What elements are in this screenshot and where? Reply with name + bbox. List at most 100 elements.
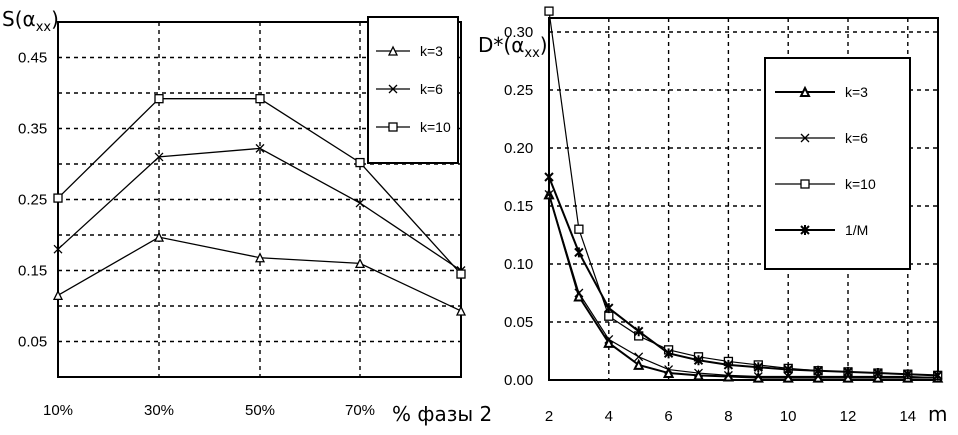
data-point [722,370,735,382]
legend-label: k=6 [420,81,443,97]
x-tick-label: 2 [545,408,553,425]
legend-label: k=6 [845,130,868,146]
data-point [752,371,764,383]
x-tick-label: 70% [345,402,375,419]
y-tick-label: 0.10 [504,256,533,273]
chart-right-y-label: D*(αxx) [478,33,548,61]
series-1/M [544,172,943,381]
data-point [254,252,266,263]
data-point [753,372,763,381]
chart-right-legend: k=3 k=6 k=10 1/M [775,84,876,238]
data-point [604,303,614,314]
data-point [53,244,63,254]
x-tick-label: 10 [780,408,797,425]
data-point [455,305,467,316]
data-point [574,224,584,234]
data-point [633,358,645,370]
y-tick-label: 0.35 [18,121,47,138]
x-tick-label: 50% [245,402,275,419]
data-point [633,326,644,337]
legend-label: k=3 [845,84,868,100]
data-point [153,231,165,242]
data-point [783,372,793,381]
legend-item-k=10: k=10 [775,176,876,192]
data-point [873,368,883,379]
legend-marker [388,84,398,94]
legend-label: k=10 [420,119,451,135]
data-point [782,371,794,383]
data-point [154,94,164,104]
y-tick-label: 0.30 [504,24,533,41]
y-tick-label: 0.25 [18,192,47,209]
legend-item-k=6: k=6 [376,81,443,97]
chart-left-grid [58,22,461,377]
series-k=3 [52,231,467,316]
data-point [574,247,584,258]
chart-right-series [543,6,944,383]
data-point [53,193,63,203]
x-tick-label: 12 [840,408,857,425]
y-tick-label: 0.45 [18,50,47,67]
chart-right-y-ticks: 0.00 0.05 0.10 0.15 0.20 0.25 0.30 [504,24,533,389]
data-point [603,336,615,348]
chart-left-legend-box [367,16,459,164]
x-tick-label: 10% [43,402,73,419]
chart-right-grid [549,18,938,380]
legend-item-k=3: k=3 [376,43,443,59]
chart-left-x-ticks: 10% 30% 50% 70% [43,402,375,419]
data-point [52,289,64,301]
legend-marker [800,179,810,189]
legend-marker [800,133,810,143]
data-point [693,355,704,366]
data-point [723,370,733,380]
data-point [544,189,554,199]
chart-right-x-label: m [928,402,947,426]
legend-marker [388,122,398,132]
legend-marker [799,85,811,97]
data-point [903,369,913,380]
data-point [255,143,265,153]
x-tick-label: 30% [144,402,174,419]
data-point [154,152,164,162]
legend-label: 1/M [845,222,868,238]
y-tick-label: 0.00 [504,372,533,389]
y-tick-label: 0.15 [18,263,47,280]
data-point [604,334,614,344]
data-point [694,368,703,378]
chart-left-y-label: S(αxx) [2,7,59,35]
data-point [634,352,644,362]
legend-marker [800,225,810,235]
chart-right-legend-box [764,57,911,270]
chart-left-legend: k=3 k=6 k=10 [367,16,459,164]
y-tick-label: 0.15 [504,198,533,215]
series-line [548,176,938,377]
data-point [753,362,764,373]
legend-item-k=3: k=3 [775,84,868,100]
data-point [783,364,793,375]
legend-item-k=6: k=6 [775,130,868,146]
chart-left-series [52,94,467,316]
legend-label: k=3 [420,43,443,59]
data-point [664,365,674,375]
y-tick-label: 0.05 [18,334,47,351]
data-point [604,311,614,321]
y-tick-label: 0.20 [504,140,533,157]
data-point [663,348,674,359]
legend-item-k=10: k=10 [376,119,451,135]
chart-right-x-ticks: 2 4 6 8 10 12 14 [545,408,916,425]
data-point [813,365,823,376]
chart-left: 0.05 0.15 0.25 0.35 0.45 10% 30% 50% 70% S(αxx)… [2,7,492,426]
data-point [355,157,365,168]
data-point [723,359,734,370]
y-tick-label: 0.25 [504,82,533,99]
series-line [548,194,938,379]
data-point [355,198,365,208]
data-point [544,172,554,182]
x-tick-label: 6 [664,408,672,425]
data-point [574,288,584,298]
legend-item-1/M: 1/M [775,222,868,238]
data-point [255,94,265,104]
y-tick-label: 0.05 [504,314,533,331]
chart-left-x-label: % фазы 2 [392,402,492,426]
x-tick-label: 4 [605,408,613,425]
